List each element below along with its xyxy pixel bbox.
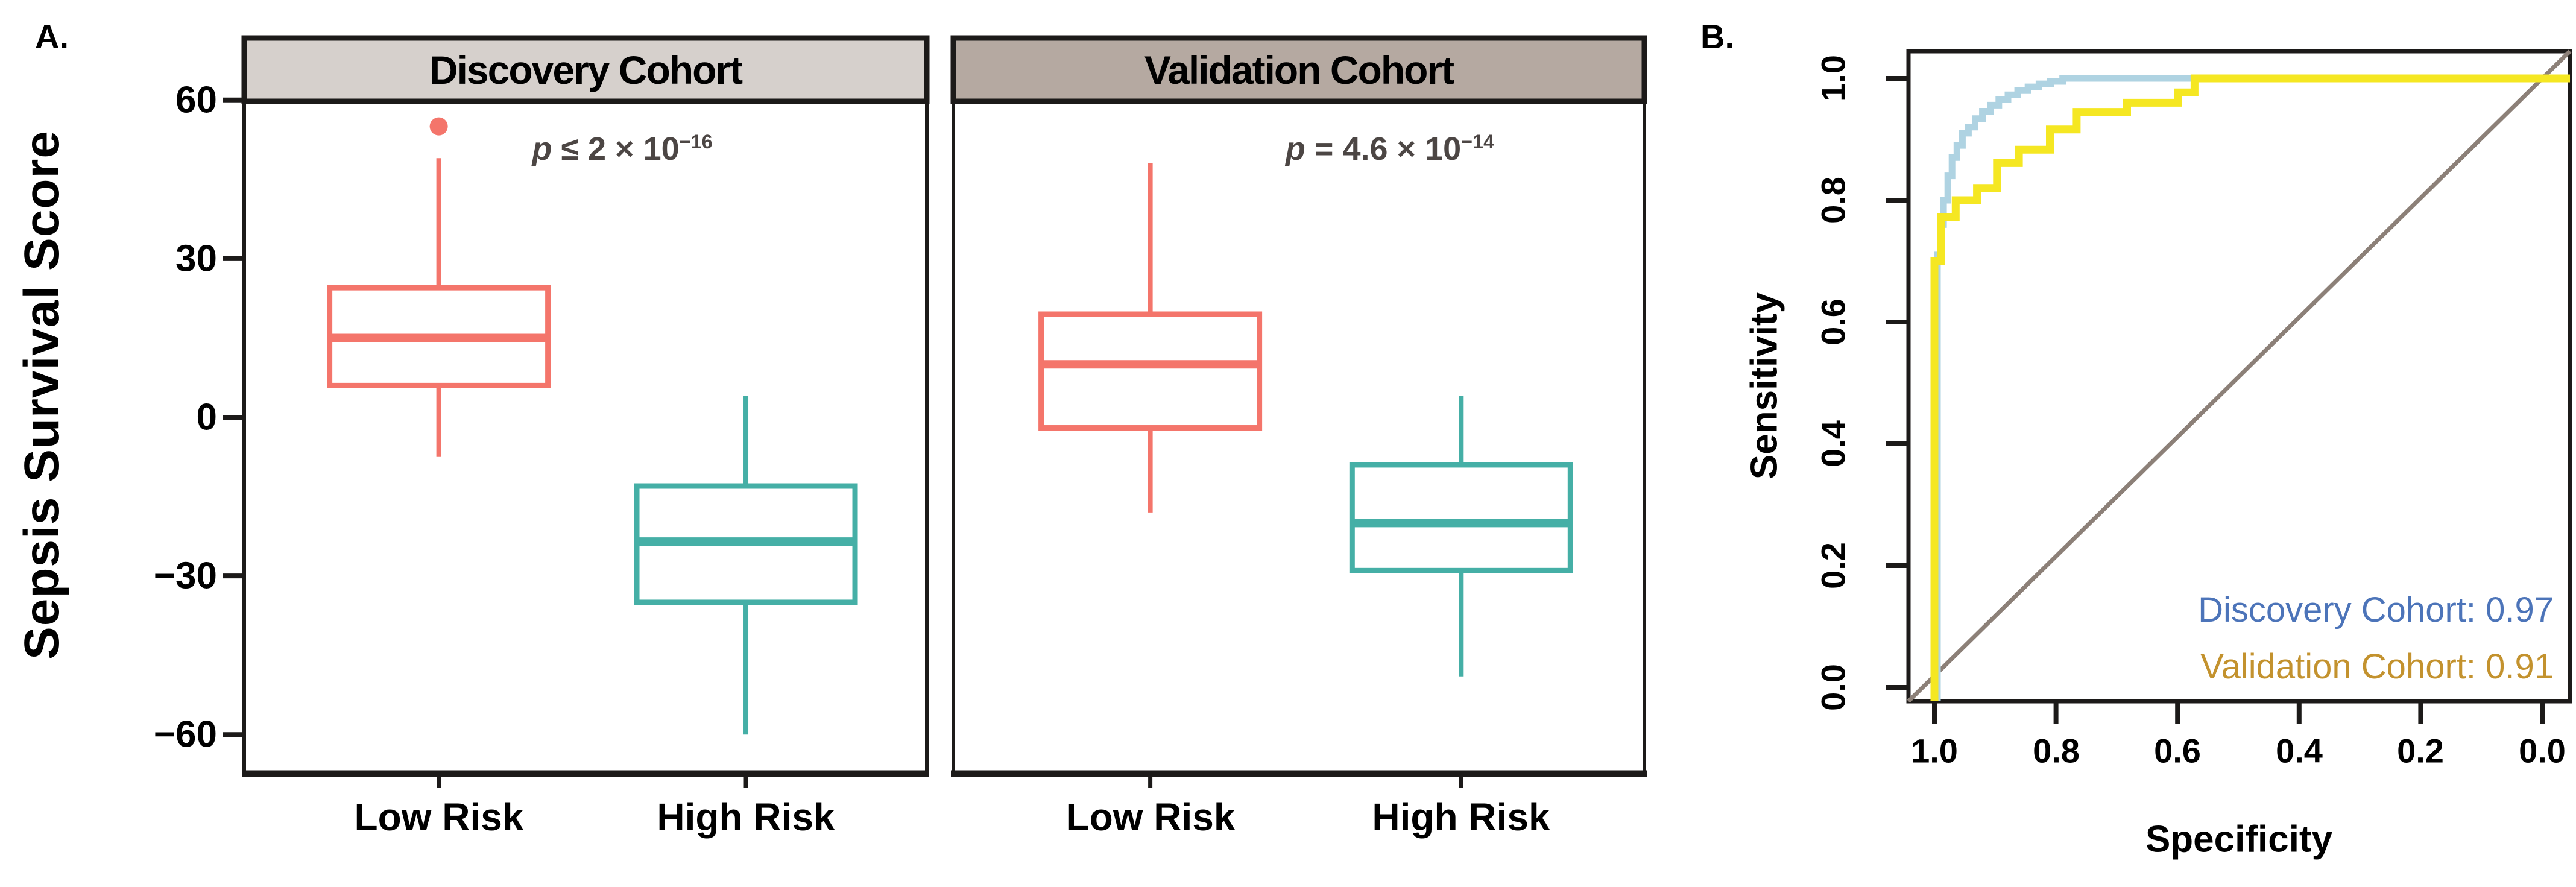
facet-header-validation (950, 35, 1647, 104)
x-cat-label-discovery-high-risk: High Risk (657, 795, 835, 839)
p-value-exponent: −14 (1461, 131, 1495, 153)
roc-y-tick-0.6: 0.6 (1814, 298, 1852, 346)
y-axis-title-sensitivity: Sensitivity (1743, 292, 1785, 480)
box-iqr-validation-high-risk (1349, 462, 1573, 573)
roc-y-tick-0.4: 0.4 (1814, 420, 1852, 467)
y-tick-label-neg60: −60 (153, 713, 217, 756)
roc-x-tick-0.8: 0.8 (2033, 731, 2080, 770)
roc-curve-discovery-cohort (1934, 75, 2570, 701)
x-cat-label-discovery-low-risk: Low Risk (354, 795, 524, 839)
roc-y-tick-1.0: 1.0 (1814, 55, 1852, 102)
x-axis-title-specificity: Specificity (2145, 818, 2333, 860)
roc-x-tick-0.6: 0.6 (2154, 731, 2201, 770)
roc-x-tick-0.2: 0.2 (2397, 731, 2444, 770)
roc-x-tick-0.4: 0.4 (2276, 731, 2323, 770)
x-cat-label-validation-low-risk: Low Risk (1065, 795, 1236, 839)
facet-header-discovery (241, 35, 930, 104)
p-value-body: ≤ 2 × 10 (552, 131, 680, 167)
y-tick-label-0: 0 (196, 396, 217, 438)
roc-curve-validation-cohort (1930, 74, 2570, 701)
facet-header-validation-title: Validation Cohort (1144, 48, 1454, 92)
panel-b-label: B. (1700, 17, 1734, 55)
roc-reference-diagonal (1907, 49, 2572, 703)
roc-x-tick-1.0: 1.0 (1911, 731, 1958, 770)
outlier-point-discovery-low-risk (429, 117, 448, 136)
p-value-body: = 4.6 × 10 (1305, 131, 1462, 167)
y-tick-label-30: 30 (175, 238, 217, 280)
facet-header-discovery-title: Discovery Cohort (429, 48, 743, 92)
roc-y-tick-0.0: 0.0 (1814, 664, 1852, 711)
p-value-discovery: p ≤ 2 × 10−16 (532, 130, 712, 168)
plot-area-validation (952, 99, 1646, 775)
p-value-validation: p = 4.6 × 10−14 (1286, 130, 1494, 168)
p-value-exponent: −16 (679, 131, 713, 153)
panel-a-label: A. (35, 17, 69, 55)
y-tick-label-60: 60 (175, 79, 217, 121)
x-cat-label-validation-high-risk: High Risk (1372, 795, 1550, 839)
roc-plot-border (1906, 49, 2572, 704)
roc-x-tick-0.0: 0.0 (2519, 731, 2566, 770)
y-axis-title-sepsis-score: Sepsis Survival Score (14, 130, 69, 660)
y-tick-label-neg30: −30 (153, 555, 217, 597)
roc-y-tick-0.8: 0.8 (1814, 177, 1852, 224)
p-symbol: p (532, 131, 552, 167)
roc-y-tick-0.2: 0.2 (1814, 542, 1852, 589)
plot-area-discovery (242, 99, 929, 775)
box-iqr-validation-low-risk (1038, 311, 1263, 431)
p-symbol: p (1285, 131, 1305, 167)
legend-validation-cohort-auc: Validation Cohort: 0.91 (2200, 647, 2554, 686)
legend-discovery-cohort-auc: Discovery Cohort: 0.97 (2198, 590, 2554, 630)
